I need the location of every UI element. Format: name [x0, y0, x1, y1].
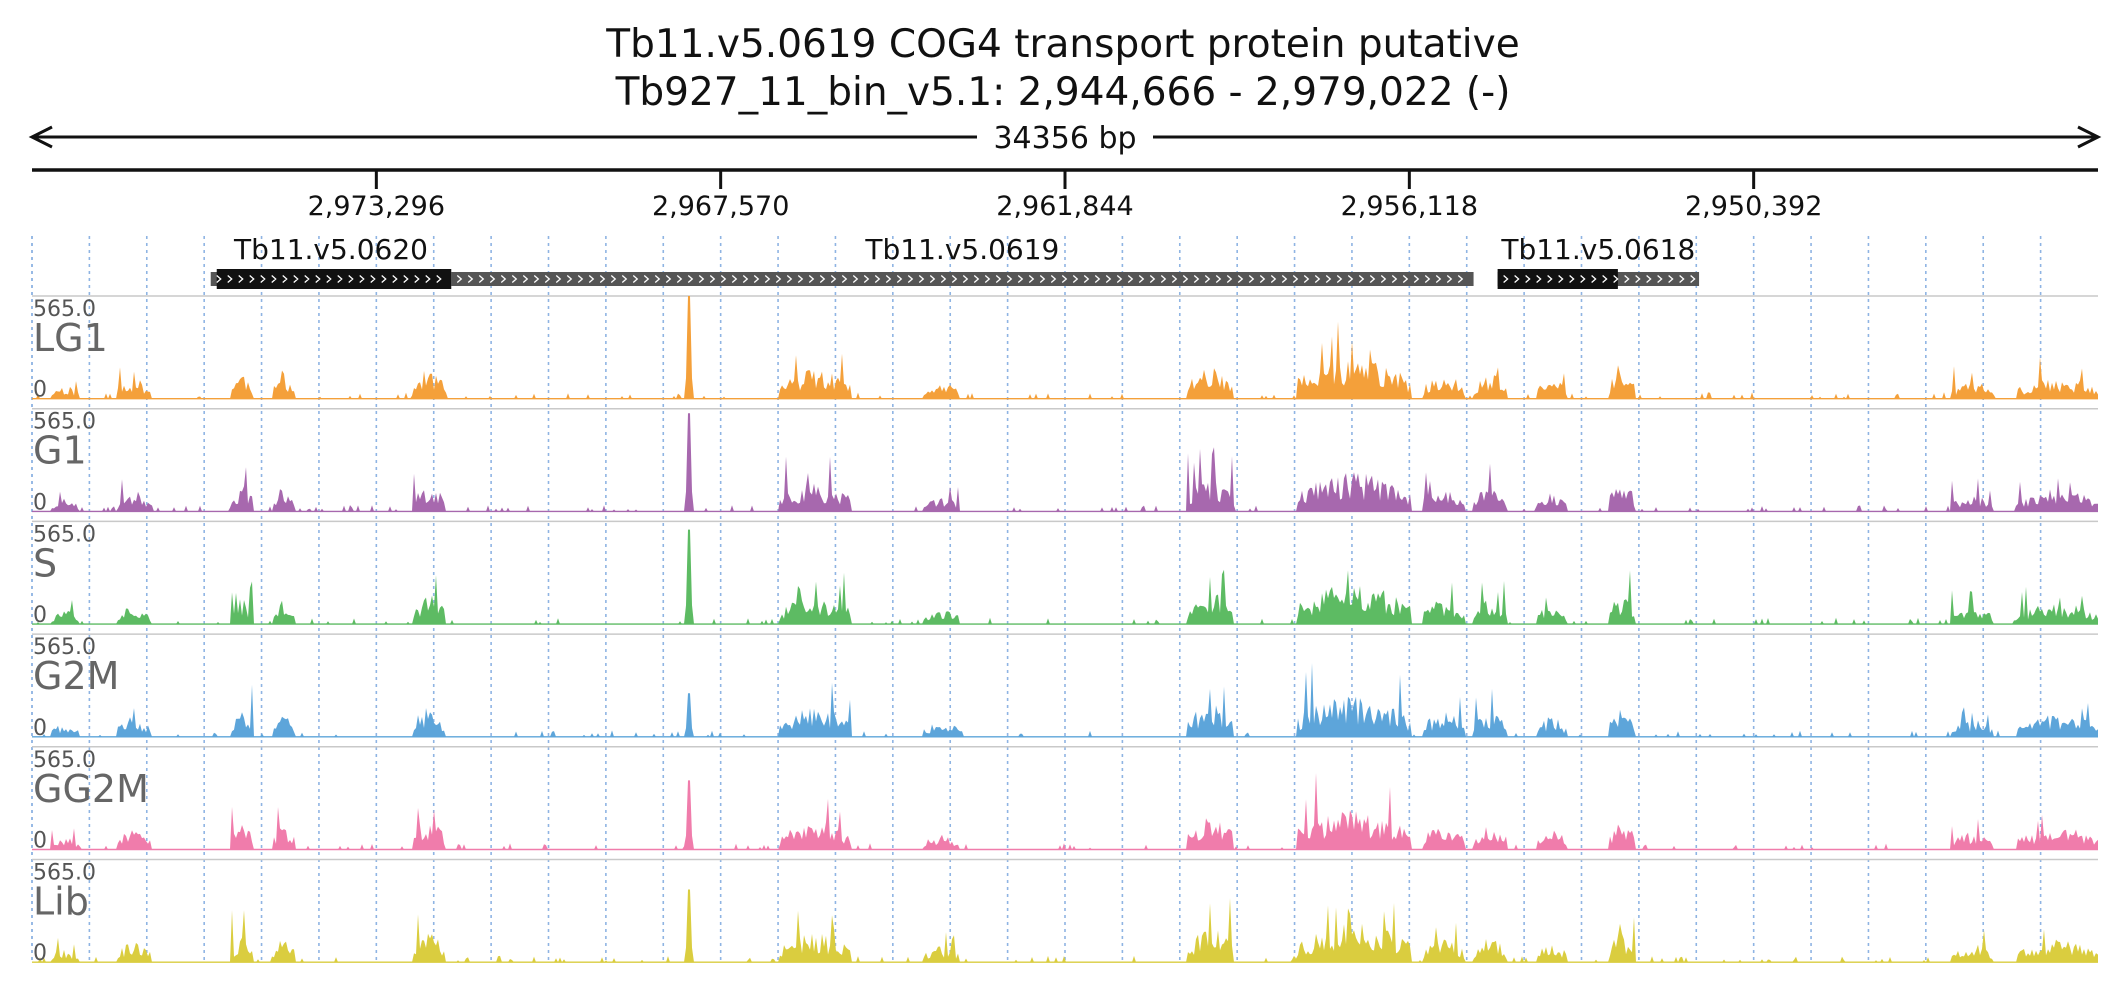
coordinate-ruler: 34356 bp [28, 117, 2102, 172]
track-name: Lib [33, 880, 89, 924]
track-ymax-label: 565.0 [33, 410, 96, 435]
gene-label: Tb11.v5.0620 [233, 233, 428, 266]
gene-label: Tb11.v5.0618 [1500, 233, 1695, 266]
track-ymin-label: 0 [33, 941, 47, 966]
coverage-area [32, 663, 2098, 737]
track-ymin-label: 0 [33, 829, 47, 854]
span-arrow-right [2077, 125, 2102, 149]
track-ymax-label: 565.0 [33, 861, 96, 886]
track-name: G2M [33, 654, 119, 698]
coverage-tracks: 565.0LG10565.0G10565.0S0565.0G2M0565.0GG… [32, 295, 2098, 966]
track-ymax-label: 565.0 [33, 297, 96, 322]
span-label: 34356 bp [993, 121, 1136, 156]
coverage-area [32, 889, 2098, 963]
gene-track: Tb11.v5.0620 Tb11.v5.0619 Tb11.v5.0618 [210, 233, 1700, 289]
tick-label: 2,961,844 [996, 191, 1133, 222]
coverage-area [32, 413, 2098, 512]
tick-label: 2,950,392 [1685, 191, 1822, 222]
span-arrow-left [28, 125, 53, 149]
track-name: GG2M [33, 767, 149, 811]
track-name: G1 [33, 429, 87, 473]
track-name: LG1 [33, 316, 108, 360]
strand-chevrons [1503, 275, 1696, 283]
coordinate-ticks: 2,973,296 2,967,570 2,961,844 2,956,118 2,95… [308, 170, 1822, 222]
gene-cds [216, 269, 452, 289]
track-name: S [33, 541, 57, 585]
gene-cds [1497, 269, 1618, 289]
grid-lines [31, 236, 2042, 963]
coverage-area [32, 296, 2098, 399]
track-ymin-label: 0 [33, 716, 47, 741]
gene-utr [451, 272, 1474, 286]
track-ymax-label: 565.0 [33, 748, 96, 773]
coverage-area [32, 529, 2098, 625]
gene-label: Tb11.v5.0619 [864, 233, 1059, 266]
tick-label: 2,973,296 [308, 191, 445, 222]
strand-chevrons [216, 275, 442, 283]
strand-chevrons [456, 275, 1464, 283]
tick-label: 2,956,118 [1341, 191, 1478, 222]
track-ymin-label: 0 [33, 490, 47, 515]
chart-title: Tb11.v5.0619 COG4 transport protein puta… [606, 22, 1520, 67]
track-ymin-label: 0 [33, 603, 47, 628]
span-label-background [977, 117, 1153, 157]
track-ymax-label: 565.0 [33, 522, 96, 547]
chart-subtitle: Tb927_11_bin_v5.1: 2,944,666 - 2,979,022… [615, 70, 1511, 115]
coverage-area [32, 773, 2098, 850]
tick-label: 2,967,570 [652, 191, 789, 222]
track-ymax-label: 565.0 [33, 635, 96, 660]
track-ymin-label: 0 [33, 378, 47, 403]
